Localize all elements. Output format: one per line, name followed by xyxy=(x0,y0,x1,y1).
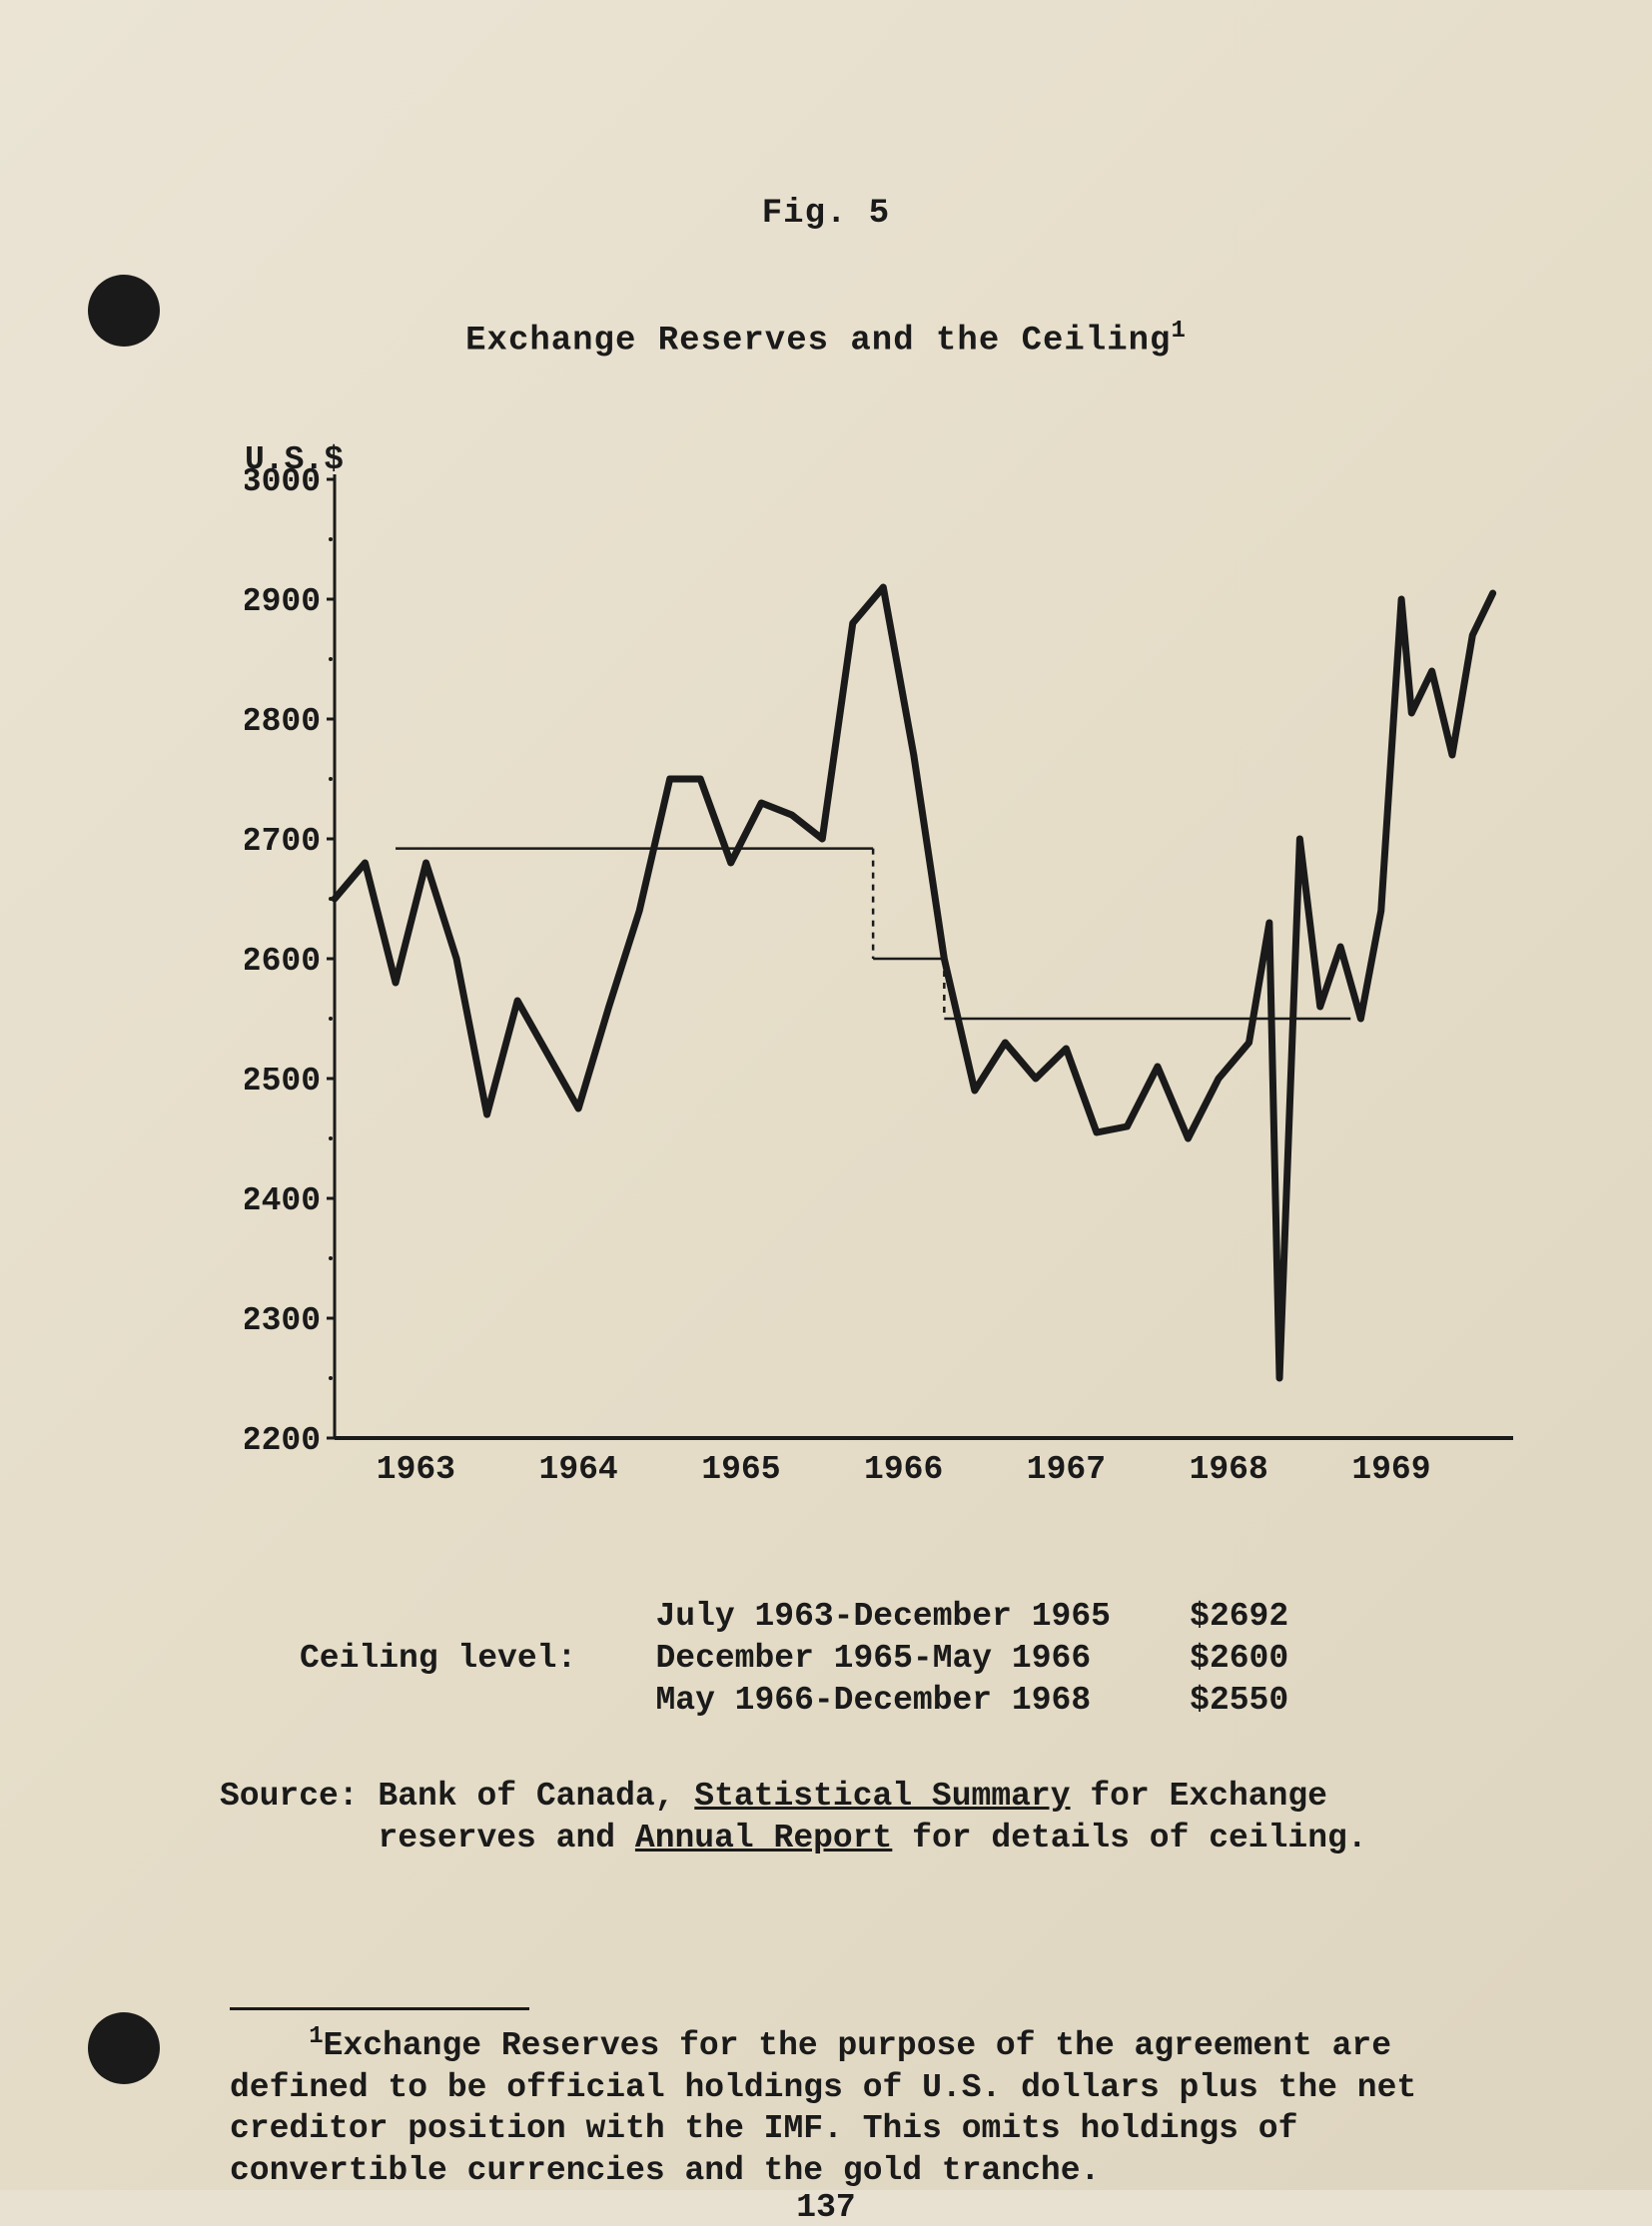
footnote: 1Exchange Reserves for the purpose of th… xyxy=(230,2022,1508,2191)
svg-text:2400: 2400 xyxy=(245,1182,321,1219)
svg-text:3000: 3000 xyxy=(245,463,321,500)
ceiling-legend: July 1963-December 1965 $2692 Ceiling le… xyxy=(300,1596,1288,1723)
svg-text:2900: 2900 xyxy=(245,583,321,620)
svg-text:2500: 2500 xyxy=(245,1063,321,1100)
punch-hole-bottom xyxy=(88,2012,160,2084)
svg-text:1967: 1967 xyxy=(1027,1451,1106,1488)
footnote-number: 1 xyxy=(309,2023,323,2050)
svg-text:1964: 1964 xyxy=(539,1451,618,1488)
page-number: 137 xyxy=(0,2189,1652,2226)
svg-text:2200: 2200 xyxy=(245,1422,321,1459)
chart-area: 3000 2900 2800 2700 2600 2500 2400 2300 2200 1963… xyxy=(245,439,1513,1488)
chart-title: Exchange Reserves and the Ceiling1 xyxy=(0,318,1652,360)
title-footnote-ref: 1 xyxy=(1171,318,1186,345)
source-citation: Source: Bank of Canada, Statistical Summ… xyxy=(220,1776,1538,1859)
svg-text:2600: 2600 xyxy=(245,943,321,980)
svg-text:2800: 2800 xyxy=(245,703,321,740)
svg-text:1963: 1963 xyxy=(377,1451,455,1488)
svg-text:1969: 1969 xyxy=(1351,1451,1430,1488)
svg-text:2700: 2700 xyxy=(245,823,321,860)
source-text-2b: for details of ceiling. xyxy=(892,1820,1366,1856)
source-underline-2: Annual Report xyxy=(635,1820,892,1856)
figure-label: Fig. 5 xyxy=(0,195,1652,233)
source-text-1b: for Exchange xyxy=(1071,1778,1327,1815)
chart-svg: 3000 2900 2800 2700 2600 2500 2400 2300 2200 1963… xyxy=(245,439,1513,1488)
footnote-text: Exchange Reserves for the purpose of the… xyxy=(230,2027,1416,2189)
source-text-1a: Bank of Canada, xyxy=(359,1778,695,1815)
source-label: Source: xyxy=(220,1778,359,1815)
svg-text:1968: 1968 xyxy=(1190,1451,1268,1488)
source-text-2a: reserves and xyxy=(378,1820,634,1856)
svg-text:1966: 1966 xyxy=(864,1451,943,1488)
footnote-rule xyxy=(230,2007,529,2010)
svg-text:1965: 1965 xyxy=(701,1451,780,1488)
svg-text:2300: 2300 xyxy=(245,1302,321,1339)
scanned-page: Fig. 5 Exchange Reserves and the Ceiling… xyxy=(0,0,1652,2190)
title-text: Exchange Reserves and the Ceiling xyxy=(465,322,1171,360)
source-underline-1: Statistical Summary xyxy=(694,1778,1070,1815)
